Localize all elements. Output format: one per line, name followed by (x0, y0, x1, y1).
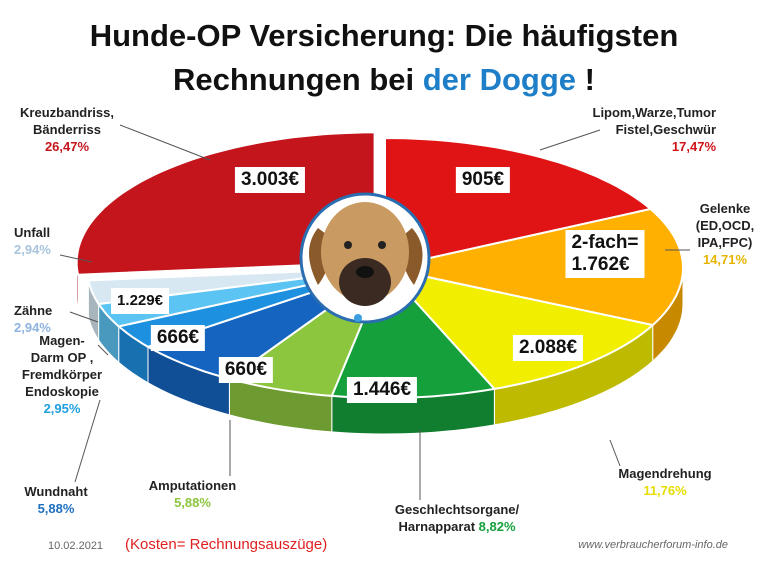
dog-picture (299, 192, 431, 324)
source: www.verbraucherforum-info.de (578, 539, 728, 551)
category-text: Lipom,Warze,Tumor Fistel,Geschwür (592, 105, 717, 137)
category-label: Magen- Darm OP , Fremdkörper Endoskopie 2… (6, 332, 118, 417)
slice (382, 266, 655, 390)
title-end: ! (584, 62, 595, 97)
category-label: Unfall 2,94% (14, 224, 74, 258)
leader-line (59, 254, 93, 263)
category-label: Kreuzbandriss, Bänderriss 26,47% (8, 104, 126, 155)
percent-label: 11,76% (643, 483, 687, 498)
percent-label: 14,71% (702, 252, 748, 267)
category-text: Geschlechtsorgane/ Harnapparat (394, 502, 520, 534)
dog-eye (378, 241, 386, 249)
amount-label: 3.003€ (234, 167, 306, 193)
amount-label: 2-fach= 1.762€ (565, 230, 645, 278)
title-line: Hunde-OP Versicherung: Die häufigsten (89, 18, 679, 53)
category-text: Magendrehung (618, 466, 712, 481)
category-text: Magen- Darm OP , Fremdkörper Endoskopie (21, 333, 103, 399)
category-label: Magendrehung 11,76% (600, 465, 730, 499)
slice (384, 136, 653, 270)
leader-line (69, 311, 99, 323)
category-text: Unfall (14, 225, 51, 240)
amount-label: 660€ (218, 357, 274, 383)
dog-muzzle (339, 258, 391, 306)
amount-label: 905€ (455, 167, 511, 193)
date: 10.02.2021 (48, 540, 104, 552)
title-line: Rechnungen bei (172, 62, 415, 97)
note: (Kosten= Rechnungsauszüge) (125, 536, 328, 553)
category-text: Wundnaht (24, 484, 88, 499)
dog-eye (344, 241, 352, 249)
leader-line (119, 124, 211, 161)
category-label: Geschlechtsorgane/ Harnapparat 8,82% (372, 501, 542, 535)
amount-label: 1.446€ (346, 377, 418, 403)
leader-line (97, 344, 109, 356)
percent-label: 2,95% (43, 401, 81, 416)
percent-label: 8,82% (478, 519, 516, 534)
leader-line (609, 439, 621, 467)
percent-label: 2,94% (14, 320, 51, 335)
category-label: Gelenke (ED,OCD, IPA,FPC) 14,71% (684, 200, 766, 268)
leader-line (74, 399, 101, 483)
category-text: Amputationen (148, 478, 237, 493)
category-label: Amputationen 5,88% (135, 477, 250, 511)
amount-label: 2.088€ (512, 335, 584, 361)
dog-nose (356, 266, 374, 278)
category-text: Zähne (14, 303, 53, 318)
category-text: Kreuzbandriss, Bänderriss (20, 105, 114, 137)
category-label: Wundnaht 5,88% (10, 483, 102, 517)
percent-label: 26,47% (44, 139, 90, 154)
amount-label: 666€ (150, 325, 206, 351)
percent-label: 5,88% (37, 501, 75, 516)
chart-title: Hunde-OP Versicherung: Die häufigsten Re… (0, 14, 768, 102)
amount-label: 1.229€ (111, 288, 169, 314)
pie-3d (75, 131, 685, 435)
percent-label: 5,88% (174, 495, 211, 510)
category-text: Gelenke (ED,OCD, IPA,FPC) (695, 201, 755, 250)
category-label: Lipom,Warze,Tumor Fistel,Geschwür 17,47% (588, 104, 717, 155)
title-highlight: der Dogge (422, 62, 577, 97)
percent-label: 2,94% (14, 242, 51, 257)
dog-tag (354, 314, 362, 322)
category-label: Zähne 2,94% (14, 302, 74, 336)
percent-label: 17,47% (671, 139, 716, 154)
leader-line (539, 129, 601, 151)
